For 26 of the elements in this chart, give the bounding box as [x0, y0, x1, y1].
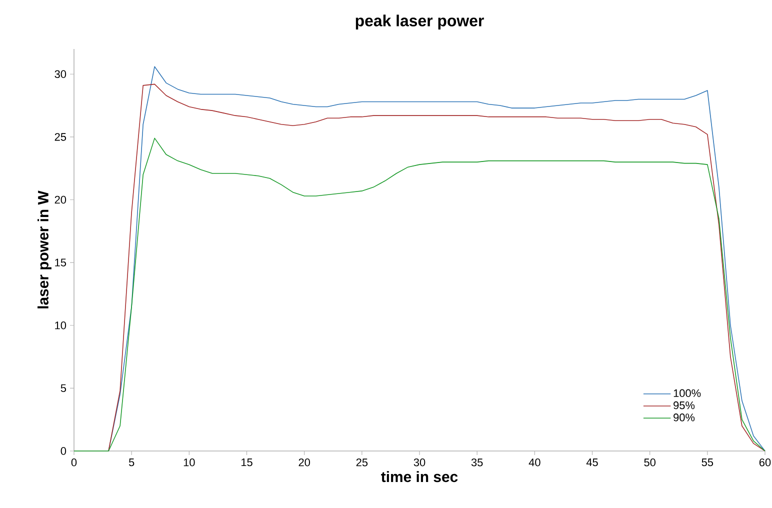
- legend-label: 95%: [674, 401, 695, 410]
- x-axis-title: time in sec: [381, 471, 458, 482]
- x-tick-label: 55: [702, 458, 714, 466]
- y-axis-title: laser power in W: [38, 190, 52, 308]
- y-tick-label: 20: [54, 196, 66, 204]
- x-tick-label: 35: [471, 458, 483, 466]
- legend-label: 100%: [674, 389, 701, 398]
- x-tick-label: 20: [298, 458, 310, 466]
- y-tick-label: 5: [60, 384, 66, 392]
- x-tick-label: 30: [414, 458, 426, 466]
- x-tick-label: 10: [184, 458, 195, 466]
- x-tick-label: 5: [128, 458, 134, 466]
- y-tick-label: 30: [54, 70, 66, 78]
- y-tick-label: 0: [60, 447, 66, 455]
- x-tick-label: 40: [528, 458, 540, 466]
- x-tick-label: 0: [71, 458, 77, 466]
- y-tick-label: 10: [55, 322, 66, 330]
- x-tick-label: 25: [356, 458, 368, 466]
- legend-label: 90%: [674, 414, 695, 422]
- x-tick-label: 45: [586, 458, 598, 466]
- x-tick-label: 15: [241, 458, 252, 466]
- y-tick-label: 15: [55, 258, 66, 266]
- x-tick-label: 50: [644, 458, 656, 466]
- y-tick-label: 25: [54, 133, 66, 141]
- chart-title: peak laser power: [356, 14, 484, 30]
- x-tick-label: 60: [759, 458, 771, 466]
